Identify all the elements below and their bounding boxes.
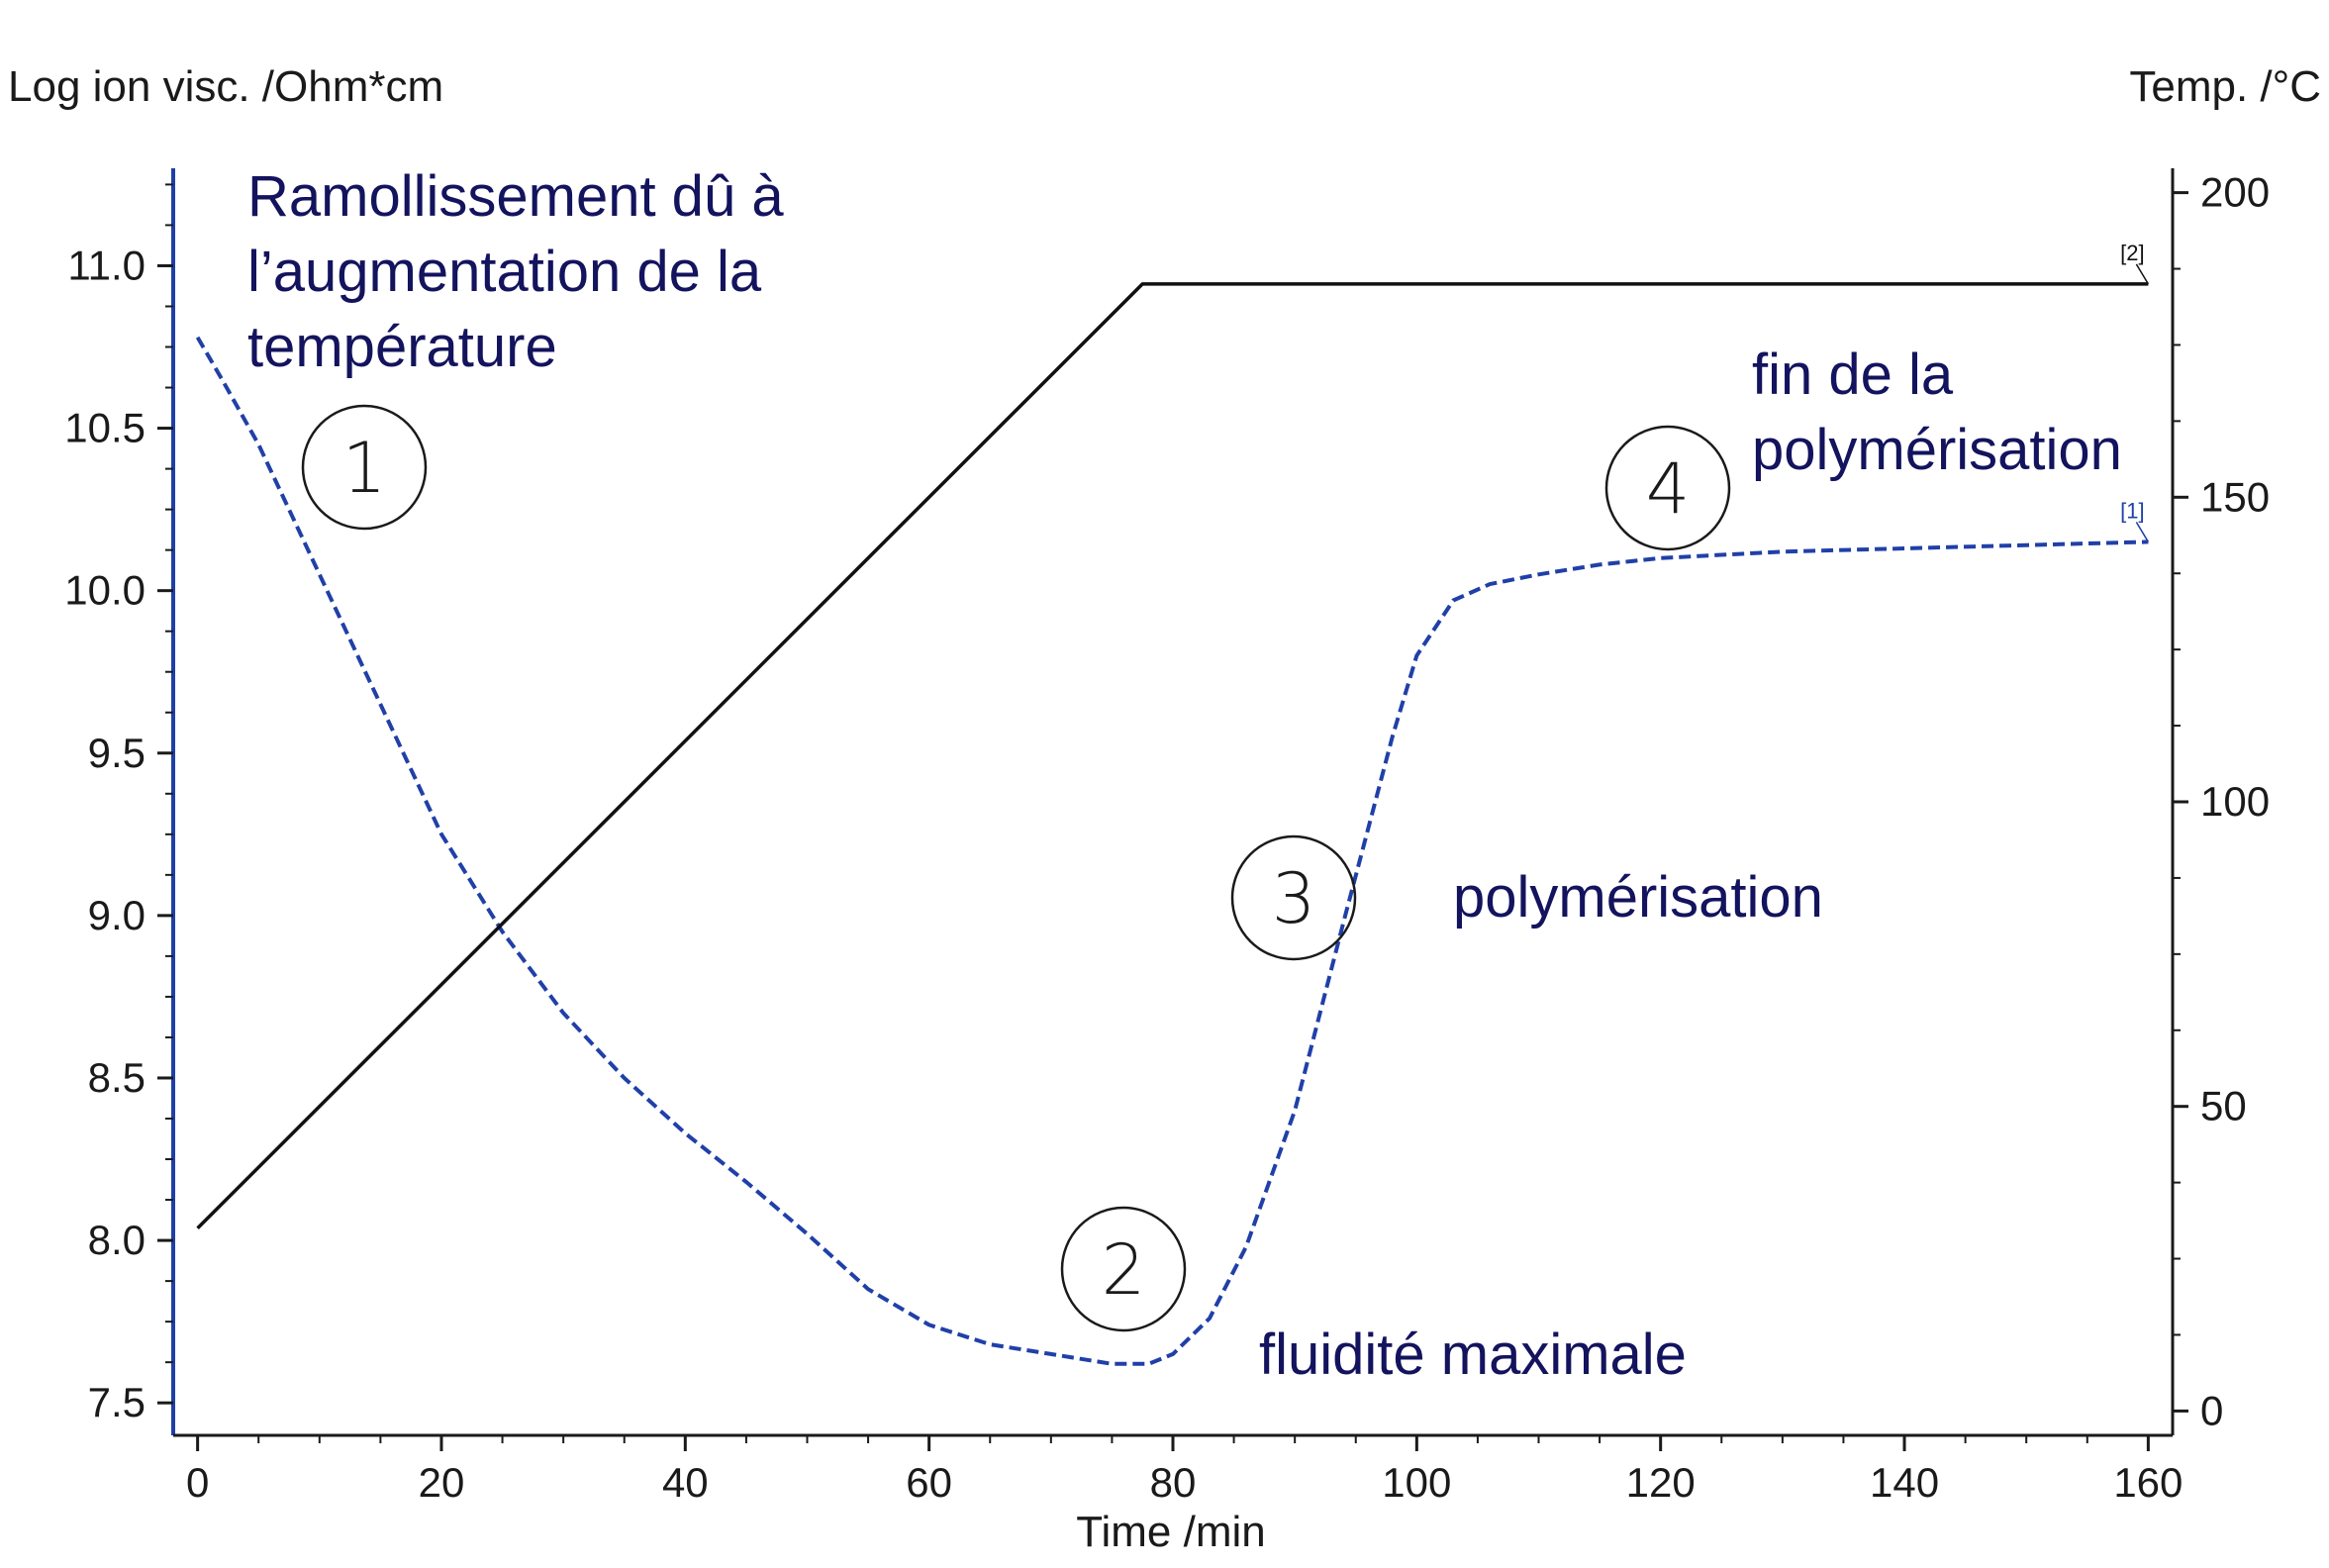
ion-viscosity-line — [195, 336, 2149, 1366]
y2-tick-label: 150 — [2200, 473, 2270, 520]
marker-number-2: 2 — [1102, 1229, 1146, 1311]
marker-number-4: 4 — [1646, 448, 1691, 530]
y-tick-label: 10.5 — [64, 405, 146, 451]
series-layer: [1] [2] — [195, 241, 2150, 1366]
annotation-text-2: fluidité maximale — [1259, 1323, 1687, 1387]
x-tick-label: 120 — [1626, 1459, 1696, 1506]
x-tick-label: 160 — [2113, 1459, 2183, 1506]
y2-axis-title: Temp. /°C — [2129, 62, 2321, 111]
annotation-text-1: température — [247, 315, 557, 379]
y-tick-label: 7.5 — [88, 1379, 146, 1425]
x-tick-label: 40 — [662, 1459, 709, 1506]
y-tick-label: 9.0 — [88, 892, 146, 938]
y-tick-label: 8.0 — [88, 1217, 146, 1263]
y-tick-label: 11.0 — [67, 242, 146, 288]
marker-number-3: 3 — [1272, 858, 1316, 939]
series-tag: [1] — [2120, 498, 2144, 523]
y-tick-label: 8.5 — [88, 1054, 146, 1101]
annotation-text-4: polymérisation — [1752, 418, 2122, 482]
annotation-text-1: l’augmentation de la — [247, 240, 762, 304]
axes: 0 20 40 60 80 100 120 140 1607.58.08.59.09.510.0… — [64, 168, 2270, 1506]
annotations: 1 Ramollissement dû à l’augmentation de la… — [247, 164, 2122, 1387]
series-tag: [2] — [2120, 241, 2144, 265]
x-tick-label: 60 — [906, 1459, 952, 1506]
x-tick-label: 0 — [186, 1459, 209, 1506]
temperature-line — [196, 282, 2149, 1230]
marker-circle-4 — [1604, 425, 1731, 551]
marker-circle-3 — [1230, 834, 1357, 961]
x-tick-label: 100 — [1382, 1459, 1451, 1506]
marker-circle-2 — [1060, 1206, 1187, 1332]
annotation-text-1: Ramollissement dû à — [247, 164, 784, 229]
series-tag-leader — [2135, 522, 2150, 542]
y2-tick-label: 100 — [2200, 778, 2270, 825]
x-tick-label: 140 — [1870, 1459, 1939, 1506]
y-tick-label: 9.5 — [88, 730, 146, 776]
series-tag-leader — [2135, 263, 2150, 285]
annotation-text-3: polymérisation — [1453, 865, 1823, 930]
y2-tick-label: 50 — [2200, 1083, 2247, 1129]
x-tick-label: 80 — [1150, 1459, 1197, 1506]
y-axis-title: Log ion visc. /Ohm*cm — [8, 62, 443, 111]
x-tick-label: 20 — [419, 1459, 465, 1506]
marker-number-1: 1 — [342, 428, 387, 509]
marker-circle-1 — [301, 404, 428, 531]
annotation-text-4: fin de la — [1752, 343, 1954, 407]
y2-tick-label: 200 — [2200, 169, 2270, 216]
y2-tick-label: 0 — [2200, 1387, 2223, 1433]
x-axis-title: Time /min — [1076, 1508, 1266, 1556]
y-tick-label: 10.0 — [64, 567, 146, 614]
